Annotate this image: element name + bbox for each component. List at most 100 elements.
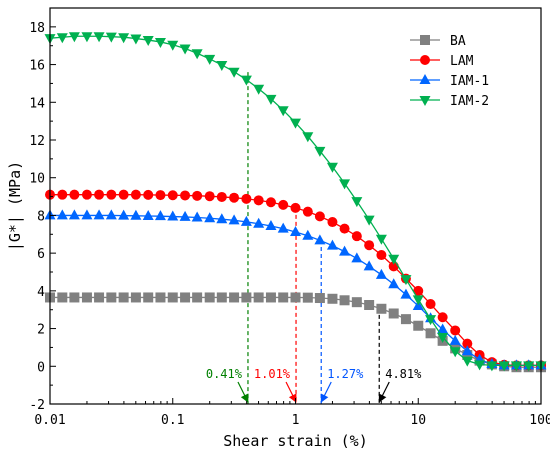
data-point: [290, 202, 301, 213]
data-point: [204, 54, 216, 65]
series-ba: [45, 292, 546, 373]
y-tick-label: 2: [37, 323, 45, 338]
data-point: [351, 197, 363, 208]
legend-label: BA: [450, 34, 466, 49]
data-point: [437, 333, 449, 344]
data-point: [216, 213, 228, 224]
data-point: [277, 106, 289, 117]
data-point: [93, 32, 105, 43]
y-tick-label: 18: [29, 21, 45, 36]
data-point: [339, 179, 351, 190]
data-point: [192, 292, 203, 303]
data-point: [425, 299, 436, 310]
data-point: [94, 292, 105, 303]
data-point: [142, 209, 154, 220]
data-point: [69, 189, 80, 200]
data-point: [351, 252, 363, 263]
data-point: [425, 328, 436, 339]
data-point: [265, 197, 276, 208]
annotation-layer: 0.41% 1.01% 1.27% 4.81%: [206, 72, 422, 404]
data-point: [56, 209, 68, 220]
data-point: [376, 303, 387, 314]
data-point: [277, 222, 289, 233]
data-point: [314, 211, 325, 222]
legend-label: LAM: [450, 54, 474, 69]
data-point: [68, 32, 80, 43]
data-point: [81, 292, 92, 303]
data-point: [180, 190, 191, 201]
data-point: [94, 189, 105, 200]
data-point: [105, 209, 117, 220]
data-point: [413, 320, 424, 331]
data-point: [216, 60, 228, 71]
data-point: [56, 33, 68, 44]
data-point: [400, 288, 412, 299]
data-point: [240, 75, 252, 86]
data-point: [216, 292, 227, 303]
data-point: [81, 32, 93, 43]
annotation-arrow: [285, 381, 297, 403]
data-point: [155, 190, 166, 201]
data-point: [364, 300, 375, 310]
data-point: [388, 308, 399, 319]
data-point: [265, 219, 277, 230]
data-point: [167, 292, 178, 303]
data-point: [265, 292, 276, 303]
data-point: [69, 292, 80, 303]
data-point: [461, 345, 473, 356]
legend-marker: [419, 96, 431, 106]
data-point: [339, 223, 350, 234]
data-point: [241, 193, 252, 204]
data-point: [130, 189, 141, 200]
data-point: [375, 268, 387, 279]
y-tick-label: 14: [29, 96, 45, 111]
data-point: [339, 295, 350, 306]
data-point: [229, 292, 240, 303]
data-point: [130, 34, 142, 45]
data-point: [498, 361, 510, 372]
data-point: [302, 229, 314, 240]
annotation-label: 1.01%: [254, 367, 291, 381]
data-point: [253, 195, 264, 206]
y-tick-label: 0: [37, 360, 45, 375]
data-point: [105, 32, 117, 43]
data-point: [204, 292, 215, 303]
legend: BA LAM IAM-1 IAM-2: [410, 34, 489, 109]
annotation-label: 1.27%: [327, 367, 364, 381]
data-point: [412, 295, 424, 306]
data-point: [437, 323, 449, 334]
legend-marker: [420, 55, 430, 65]
data-point: [130, 209, 142, 220]
data-point: [486, 361, 498, 372]
data-point: [93, 209, 105, 220]
legend-label: IAM-2: [450, 94, 489, 109]
data-point: [179, 44, 191, 55]
data-point: [143, 292, 154, 303]
data-point: [314, 293, 325, 304]
data-point: [191, 211, 203, 222]
data-point: [154, 37, 166, 48]
data-point: [461, 356, 473, 367]
x-tick-label: 0.01: [34, 413, 65, 428]
data-point: [180, 292, 191, 303]
ticks-layer: 0.01 0.1 1 10 100 -2 0 2 4 6 8 10 12 14 16 18: [29, 21, 550, 428]
data-point: [388, 254, 400, 265]
data-point: [278, 199, 289, 210]
data-point: [363, 215, 375, 226]
data-point: [449, 347, 461, 358]
y-axis-label: |G*| (MPa): [6, 161, 24, 251]
x-axis-label: Shear strain (%): [223, 432, 368, 450]
data-point: [142, 36, 154, 47]
data-point: [363, 260, 375, 271]
data-point: [240, 215, 252, 226]
data-point: [130, 292, 141, 303]
data-point: [425, 315, 437, 326]
data-point: [118, 209, 130, 220]
data-point: [339, 245, 351, 256]
data-point: [265, 94, 277, 105]
legend-marker: [419, 74, 431, 84]
data-point: [437, 312, 448, 323]
x-tick-label: 100: [529, 413, 550, 428]
series-iam-2: [44, 32, 547, 372]
